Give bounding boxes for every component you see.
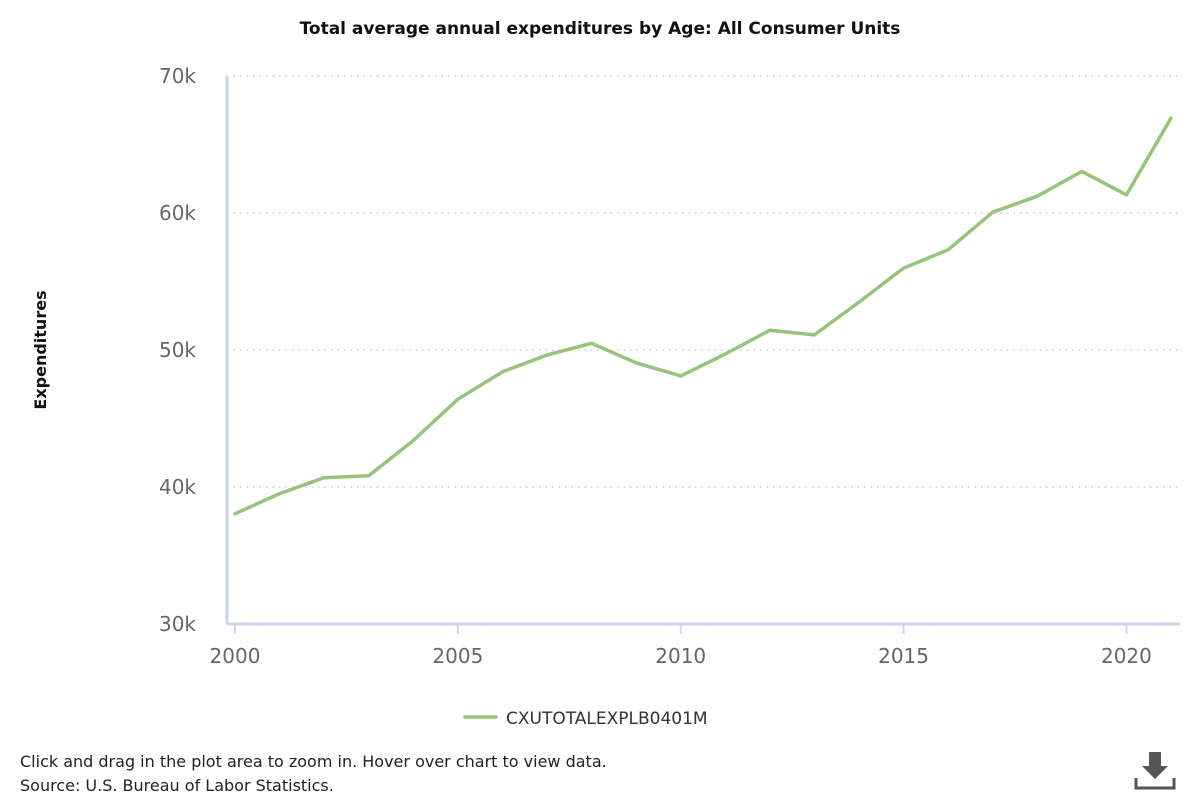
data-point[interactable]	[229, 508, 241, 520]
series-line[interactable]	[233, 116, 1173, 516]
footer-source: Source: U.S. Bureau of Labor Statistics.	[20, 776, 334, 795]
x-tick-label: 2020	[1101, 644, 1152, 668]
y-tick-label: 40k	[159, 475, 196, 499]
tick-labels: 30k 40k 50k 60k 70k 2000 2005 2010 2015 2020	[159, 64, 1152, 668]
legend-item-label[interactable]: CXUTOTALEXPLB0401M	[506, 709, 708, 729]
data-point[interactable]	[363, 470, 375, 482]
y-tick-label: 50k	[159, 338, 196, 362]
grid-lines	[227, 75, 1180, 488]
data-point[interactable]	[541, 349, 553, 361]
y-tick-label: 60k	[159, 201, 196, 225]
x-tick-label: 2015	[878, 644, 929, 668]
data-point[interactable]	[630, 357, 642, 369]
data-point[interactable]	[1165, 112, 1177, 124]
series-layer[interactable]	[229, 112, 1177, 520]
data-point[interactable]	[764, 324, 776, 336]
data-point[interactable]	[808, 329, 820, 341]
x-tick-label: 2010	[655, 644, 706, 668]
data-point[interactable]	[675, 370, 687, 382]
y-axis-label: Expenditures	[31, 290, 50, 409]
data-point[interactable]	[586, 337, 598, 349]
y-tick-label: 30k	[159, 612, 196, 636]
data-point[interactable]	[1031, 190, 1043, 202]
legend[interactable]: CXUTOTALEXPLB0401M	[463, 709, 708, 729]
chart-title: Total average annual expenditures by Age…	[300, 19, 901, 39]
download-icon	[1134, 752, 1176, 790]
data-point[interactable]	[942, 244, 954, 256]
data-point[interactable]	[853, 296, 865, 308]
y-tick-label: 70k	[159, 64, 196, 88]
download-button[interactable]	[1130, 748, 1180, 794]
data-point[interactable]	[496, 366, 508, 378]
data-point[interactable]	[1076, 165, 1088, 177]
data-point[interactable]	[452, 393, 464, 405]
data-point[interactable]	[898, 262, 910, 274]
data-point[interactable]	[407, 434, 419, 446]
x-tick-label: 2000	[210, 644, 261, 668]
data-point[interactable]	[1120, 189, 1132, 201]
data-point[interactable]	[719, 348, 731, 360]
x-tick-label: 2005	[432, 644, 483, 668]
data-point[interactable]	[987, 206, 999, 218]
data-point[interactable]	[274, 488, 286, 500]
footer-hint: Click and drag in the plot area to zoom …	[20, 752, 607, 771]
data-point[interactable]	[318, 472, 330, 484]
axes	[225, 76, 1180, 634]
